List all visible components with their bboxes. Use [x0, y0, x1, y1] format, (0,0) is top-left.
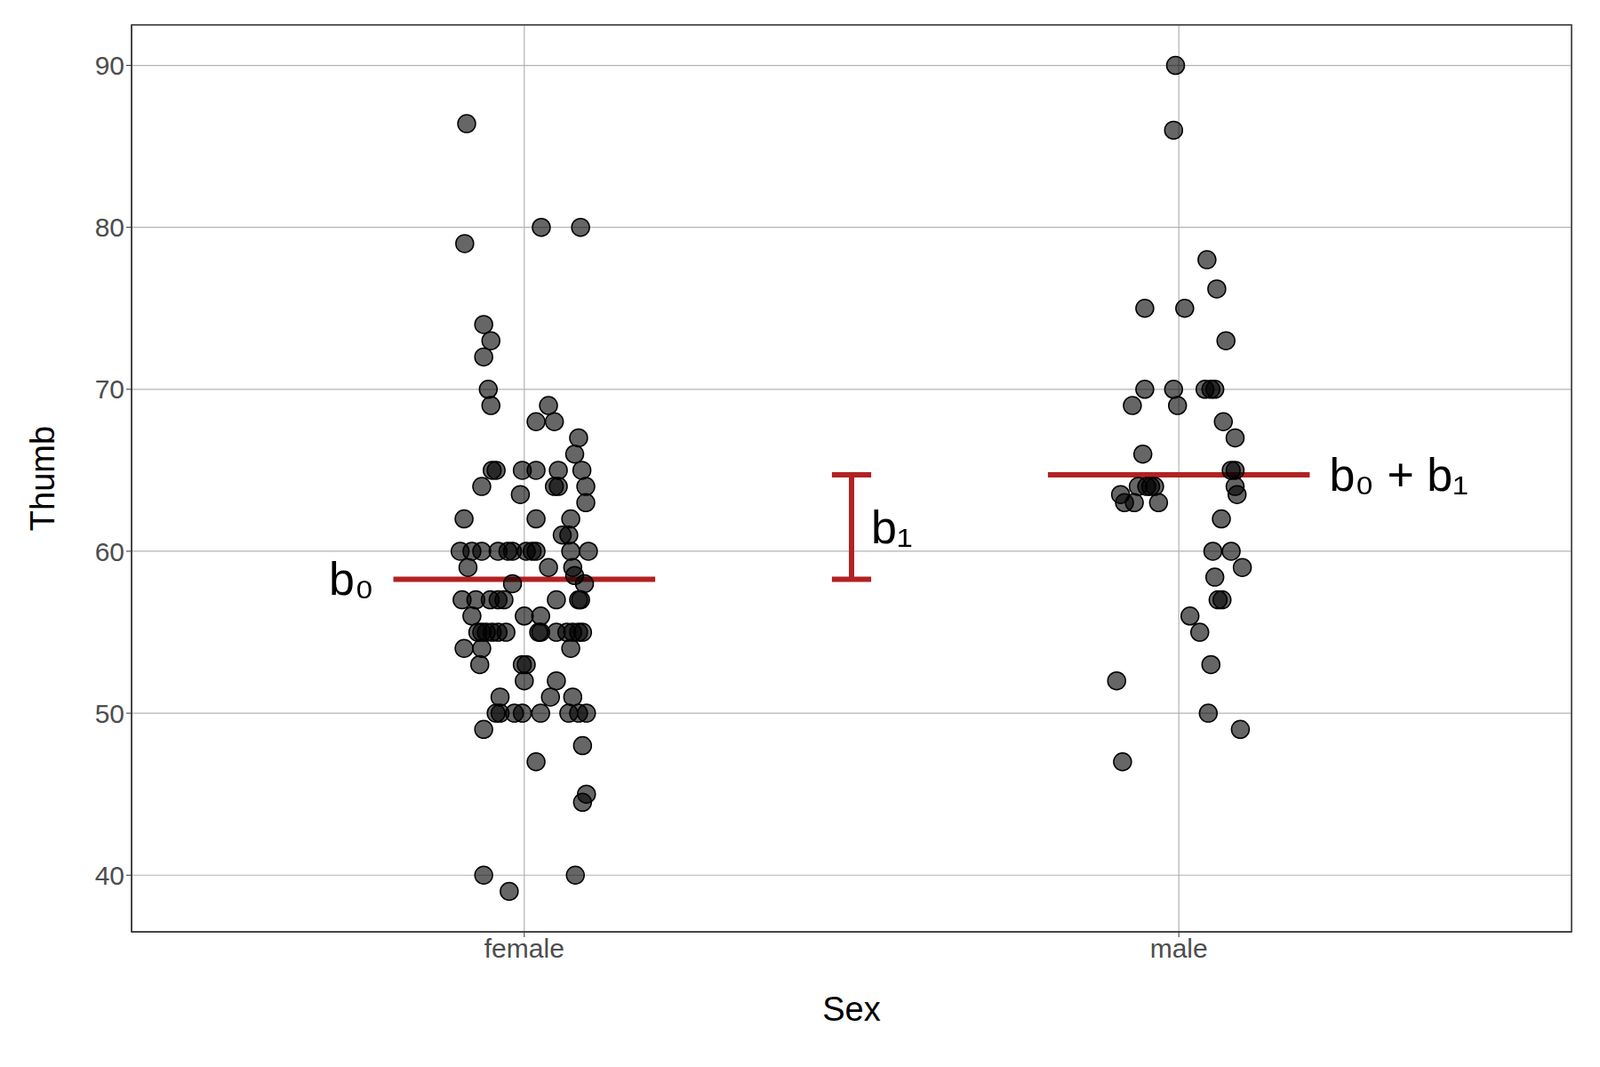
svg-text:70: 70 — [95, 374, 125, 404]
svg-text:female: female — [484, 933, 565, 963]
svg-text:Sex: Sex — [822, 990, 880, 1028]
svg-text:80: 80 — [95, 212, 125, 242]
svg-text:b₀: b₀ — [328, 552, 375, 605]
svg-text:b₁: b₁ — [871, 501, 912, 553]
svg-text:male: male — [1150, 933, 1208, 963]
svg-text:Thumb: Thumb — [24, 425, 62, 531]
svg-text:40: 40 — [95, 860, 125, 890]
svg-text:90: 90 — [95, 50, 125, 80]
svg-text:50: 50 — [95, 698, 125, 728]
svg-text:b₀ + b₁: b₀ + b₁ — [1328, 448, 1468, 501]
svg-text:60: 60 — [95, 536, 125, 567]
